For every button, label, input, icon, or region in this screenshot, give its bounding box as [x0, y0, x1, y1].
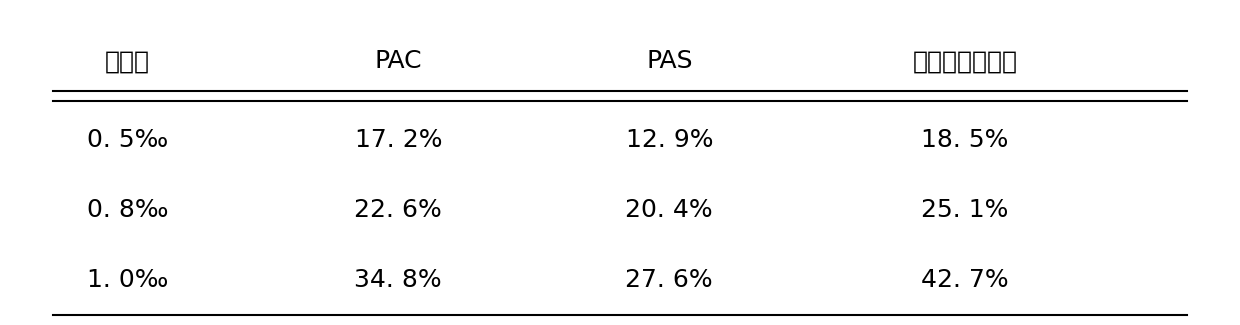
Text: 20. 4%: 20. 4%: [625, 198, 713, 222]
Text: 复合铁盐混凝剂: 复合铁盐混凝剂: [913, 49, 1017, 73]
Text: 22. 6%: 22. 6%: [355, 198, 443, 222]
Text: 34. 8%: 34. 8%: [355, 268, 443, 292]
Text: 1. 0‰: 1. 0‰: [87, 268, 169, 292]
Text: 42. 7%: 42. 7%: [921, 268, 1008, 292]
Text: 投加量: 投加量: [105, 49, 150, 73]
Text: 0. 8‰: 0. 8‰: [87, 198, 169, 222]
Text: 18. 5%: 18. 5%: [921, 128, 1008, 152]
Text: 27. 6%: 27. 6%: [625, 268, 713, 292]
Text: 17. 2%: 17. 2%: [355, 128, 441, 152]
Text: 25. 1%: 25. 1%: [921, 198, 1008, 222]
Text: PAS: PAS: [646, 49, 692, 73]
Text: 12. 9%: 12. 9%: [625, 128, 713, 152]
Text: 0. 5‰: 0. 5‰: [87, 128, 167, 152]
Text: PAC: PAC: [374, 49, 422, 73]
